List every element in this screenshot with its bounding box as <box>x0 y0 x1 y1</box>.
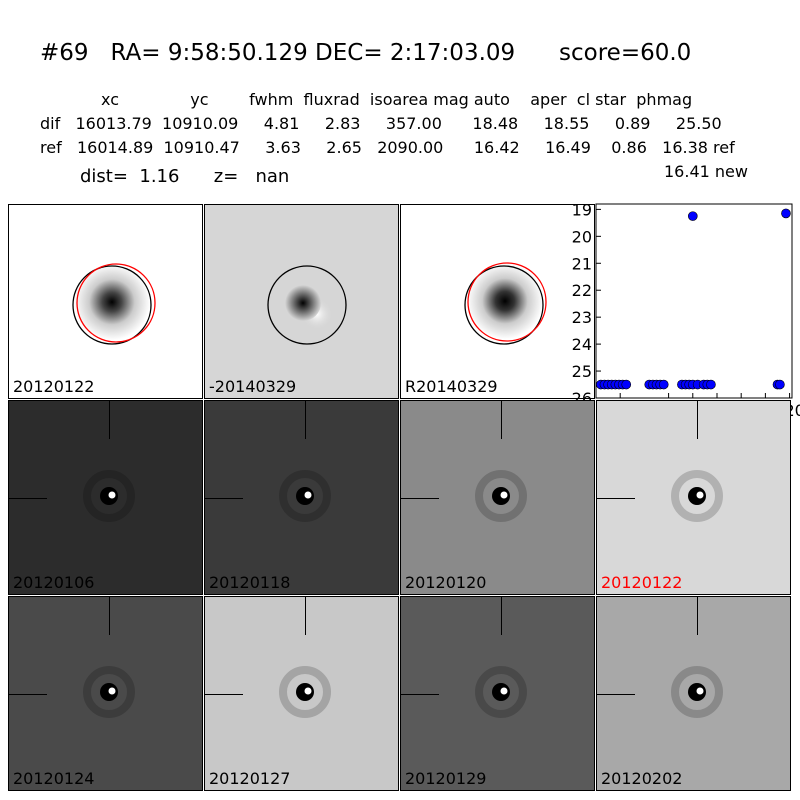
source-peak <box>304 687 312 695</box>
source-peak <box>500 687 508 695</box>
crosshair-horizontal <box>597 498 635 499</box>
stamp-label: 20120124 <box>13 769 95 788</box>
y-tick-label: 22 <box>572 281 592 300</box>
crosshair-horizontal <box>401 498 439 499</box>
crosshair-vertical <box>501 597 502 635</box>
source-halo <box>279 666 331 718</box>
dif-row: dif 16013.79 10910.09 4.81 2.83 357.00 1… <box>40 114 722 133</box>
stamp-label: -20140329 <box>209 377 297 396</box>
stamp-label: 20120129 <box>405 769 487 788</box>
y-tick-label: 19 <box>572 200 592 219</box>
crosshair-vertical <box>697 597 698 635</box>
stamp-epoch: 20120106 <box>8 400 203 595</box>
source-peak <box>500 491 508 499</box>
crosshair-vertical <box>305 401 306 439</box>
y-tick-label: 23 <box>572 308 592 327</box>
source-halo <box>671 666 723 718</box>
stamp-new: 20120122 <box>8 204 203 399</box>
stamp-label: 20120122 <box>601 573 683 592</box>
data-point <box>687 211 698 221</box>
table-header: xc yc fwhm fluxrad isoarea mag auto aper… <box>40 90 693 109</box>
stamp-label: 20120120 <box>405 573 487 592</box>
crosshair-horizontal <box>9 498 47 499</box>
crosshair-vertical <box>109 597 110 635</box>
crosshair-vertical <box>501 401 502 439</box>
y-tick-label: 25 <box>572 362 592 381</box>
stamp-label: 20120122 <box>13 377 95 396</box>
crosshair-horizontal <box>205 498 243 499</box>
data-point <box>781 208 791 219</box>
crosshair-horizontal <box>597 694 635 695</box>
source-peak <box>304 491 312 499</box>
crosshair-vertical <box>305 597 306 635</box>
source-peak <box>696 491 704 499</box>
stamp-label: 20120202 <box>601 769 683 788</box>
stamp-epoch: 20120118 <box>204 400 399 595</box>
source-halo <box>671 470 723 522</box>
page-title: #69 RA= 9:58:50.129 DEC= 2:17:03.09 scor… <box>40 40 692 66</box>
source-halo <box>475 470 527 522</box>
stamp-label: 20120127 <box>209 769 291 788</box>
source-halo <box>279 470 331 522</box>
stamp-epoch: 20120122 <box>596 400 791 595</box>
source-halo <box>475 666 527 718</box>
stamp-epoch: 20120124 <box>8 596 203 791</box>
data-point <box>621 379 632 390</box>
crosshair-horizontal <box>205 694 243 695</box>
ref-row: ref 16014.89 10910.47 3.63 2.65 2090.00 … <box>40 138 735 157</box>
stamp-epoch: 20120120 <box>400 400 595 595</box>
y-tick-label: 24 <box>572 335 592 354</box>
stamp-difference: -20140329 <box>204 204 399 399</box>
y-tick-label: 20 <box>572 227 592 246</box>
data-point <box>775 379 785 390</box>
stamp-epoch: 20120129 <box>400 596 595 791</box>
crosshair-horizontal <box>9 694 47 695</box>
source-halo <box>83 470 135 522</box>
new-row: 16.41 new <box>664 162 748 181</box>
crosshair-vertical <box>697 401 698 439</box>
stamp-epoch: 20120127 <box>204 596 399 791</box>
stamp-epoch: 20120202 <box>596 596 791 791</box>
crosshair-horizontal <box>401 694 439 695</box>
crosshair-vertical <box>109 401 110 439</box>
source-halo <box>83 666 135 718</box>
stamp-label: R20140329 <box>405 377 498 396</box>
y-tick-label: 21 <box>572 254 592 273</box>
data-point <box>706 379 716 390</box>
stamp-label: 20120118 <box>209 573 291 592</box>
source-peak <box>108 687 116 695</box>
stamp-reference: R20140329 <box>400 204 595 399</box>
source-peak <box>108 491 116 499</box>
source-peak <box>696 687 704 695</box>
stamp-label: 20120106 <box>13 573 95 592</box>
data-point <box>658 379 669 390</box>
dist-line: dist= 1.16 z= nan <box>80 166 290 187</box>
